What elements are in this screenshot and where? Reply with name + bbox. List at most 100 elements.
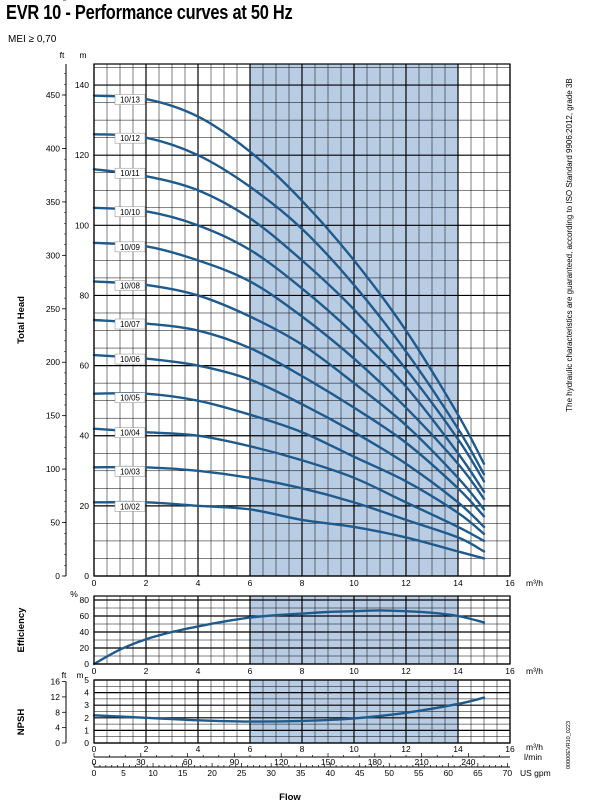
npsh-x-tick: 12 — [401, 744, 411, 754]
npsh-x-unit: m³/h — [526, 742, 543, 752]
head-curve-10-05 — [92, 391, 486, 536]
npsh-x-tick: 6 — [248, 744, 253, 754]
head-x-tick: 8 — [300, 578, 305, 588]
usgpm-tick: 40 — [325, 768, 335, 778]
head-m-tick: 100 — [75, 220, 89, 230]
head-ft-tick: 450 — [46, 90, 60, 100]
efficiency-frame — [93, 595, 511, 665]
lmin-tick: 60 — [183, 757, 193, 767]
npsh-ft-tick: 8 — [55, 707, 60, 717]
usgpm-tick: 20 — [207, 768, 217, 778]
npsh-m-tick: 0 — [84, 738, 89, 748]
npsh-x-tick: 4 — [196, 744, 201, 754]
usgpm-tick: 0 — [92, 768, 97, 778]
efficiency-unit: % — [70, 589, 78, 599]
lmin-tick: 90 — [230, 757, 240, 767]
lmin-tick: 150 — [321, 757, 335, 767]
side-note: The hydraulic characteristics are guaran… — [565, 78, 574, 412]
efficiency-y-tick: 20 — [80, 643, 90, 653]
head-panel — [92, 64, 511, 577]
npsh-m-tick: 5 — [84, 675, 89, 685]
head-unit-m: m — [79, 50, 86, 60]
efficiency-y-tick: 80 — [80, 595, 90, 605]
efficiency-x-tick: 0 — [92, 666, 97, 676]
lmin-tick: 240 — [461, 757, 475, 767]
curve-label-box — [114, 427, 146, 438]
head-curve-10-06 — [92, 353, 486, 529]
head-m-tick: 0 — [84, 571, 89, 581]
npsh-m-tick: 4 — [84, 688, 89, 698]
curve-label-box — [114, 206, 146, 218]
usgpm-tick: 60 — [444, 768, 454, 778]
curve-label-box — [114, 94, 146, 105]
head-x-unit: m³/h — [526, 578, 543, 588]
head-curve-10-02 — [92, 500, 486, 560]
head-unit-ft: ft — [60, 50, 65, 60]
curve-label-box — [114, 318, 146, 330]
head-m-tick: 120 — [75, 150, 89, 160]
doc-code: 00000EVR10_0223 — [566, 721, 572, 769]
usgpm-tick: 25 — [237, 768, 247, 778]
curve-label-box — [114, 132, 146, 144]
efficiency-y-tick: 40 — [80, 627, 90, 637]
head-x-tick: 6 — [248, 578, 253, 588]
efficiency-x-tick: 4 — [196, 666, 201, 676]
curve-label: 10/05 — [120, 394, 141, 403]
npsh-x-tick: 14 — [453, 744, 463, 754]
npsh-x-tick: 8 — [300, 744, 305, 754]
curve-label: 10/04 — [120, 429, 141, 438]
head-ft-tick: 100 — [46, 464, 60, 474]
usgpm-tick: 30 — [266, 768, 276, 778]
page-subtitle: MEI ≥ 0,70 — [8, 34, 57, 45]
head-frame — [93, 63, 511, 577]
curve-label: 10/02 — [120, 502, 141, 511]
page-title: EVR 10 - Performance curves at 50 Hz — [6, 2, 293, 24]
efficiency-x-tick: 16 — [505, 666, 515, 676]
head-curve-10-10 — [92, 206, 486, 494]
head-curve-10-09 — [92, 241, 486, 501]
npsh-m-tick: 1 — [84, 725, 89, 735]
npsh-ft-tick: 4 — [55, 723, 60, 733]
npsh-x-tick: 0 — [92, 744, 97, 754]
curve-label-box — [114, 353, 146, 365]
curve-label-box — [114, 280, 146, 291]
usgpm-tick: 15 — [178, 768, 188, 778]
head-curve-10-08 — [92, 280, 486, 511]
head-ft-tick: 150 — [46, 411, 60, 421]
curve-label: 10/12 — [120, 134, 141, 143]
curve-label: 10/08 — [120, 281, 141, 290]
head-curve-10-07 — [92, 318, 486, 518]
head-ft-tick: 0 — [55, 571, 60, 581]
npsh-x-tick: 10 — [349, 744, 359, 754]
head-ft-tick: 250 — [46, 304, 60, 314]
head-curve-10-13 — [92, 94, 486, 465]
flow-label: Flow — [279, 792, 301, 803]
usgpm-tick: 65 — [473, 768, 483, 778]
efficiency-x-tick: 12 — [401, 666, 411, 676]
npsh-unit-ft: ft — [62, 670, 67, 680]
usgpm-unit: US gpm — [520, 768, 551, 778]
head-curve-10-03 — [92, 465, 486, 553]
head-ft-tick: 200 — [46, 357, 60, 367]
efficiency-x-tick: 10 — [349, 666, 359, 676]
efficiency-y-tick: 60 — [80, 611, 90, 621]
head-curve-10-11 — [92, 168, 486, 483]
npsh-frame — [93, 679, 511, 744]
usgpm-tick: 35 — [296, 768, 306, 778]
head-x-tick: 2 — [144, 578, 149, 588]
efficiency-curve — [92, 609, 486, 666]
usgpm-tick: 45 — [355, 768, 365, 778]
npsh-panel — [92, 679, 511, 744]
head-x-tick: 16 — [505, 578, 515, 588]
usgpm-tick: 55 — [414, 768, 424, 778]
curve-label-box — [114, 392, 146, 403]
usgpm-tick: 70 — [503, 768, 513, 778]
npsh-ft-tick: 0 — [55, 738, 60, 748]
npsh-label: NPSH — [16, 709, 27, 736]
curve-label: 10/06 — [120, 355, 141, 364]
head-m-tick: 80 — [80, 290, 90, 300]
curve-label-box — [114, 241, 146, 253]
curve-label: 10/10 — [120, 208, 141, 217]
usgpm-tick: 10 — [148, 768, 158, 778]
